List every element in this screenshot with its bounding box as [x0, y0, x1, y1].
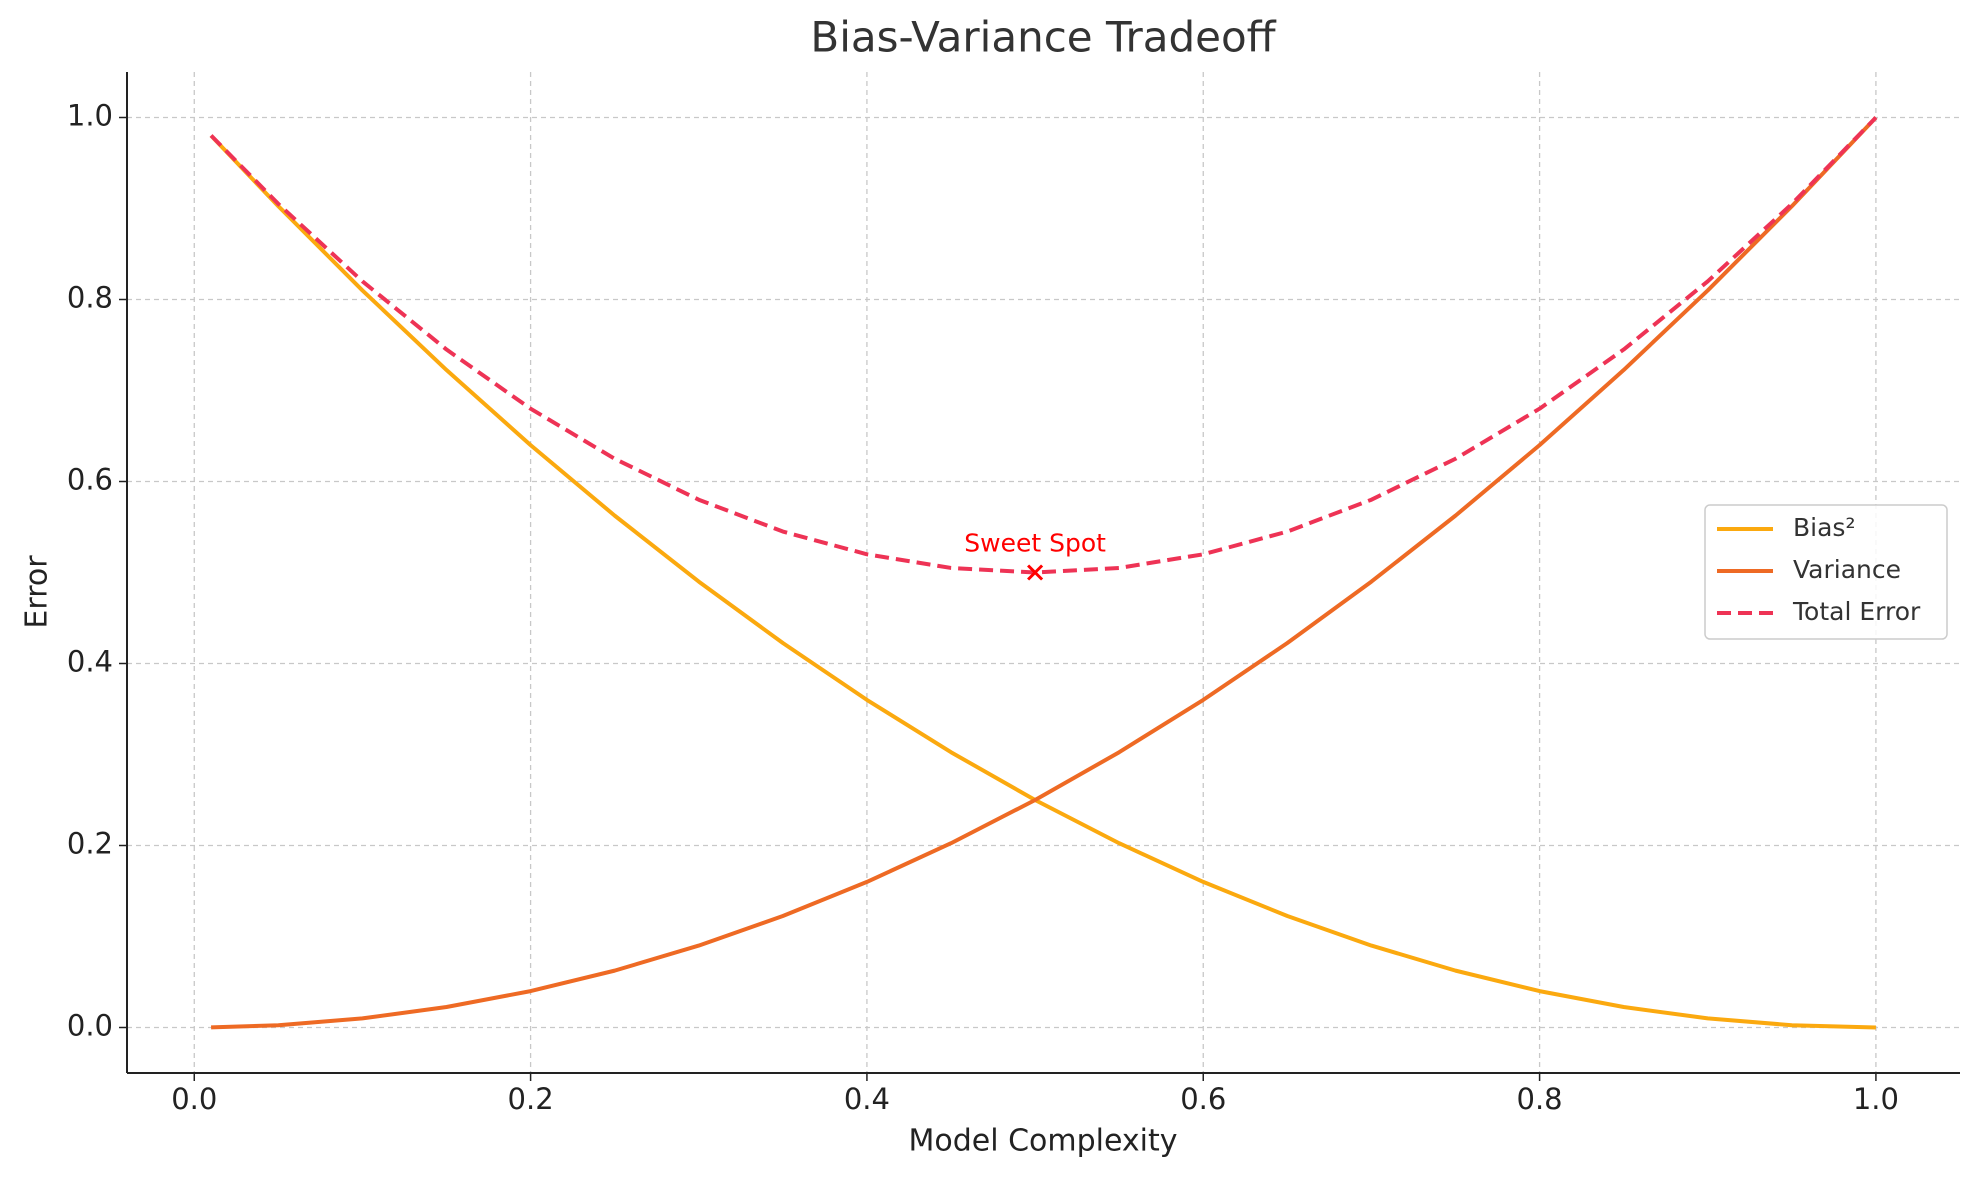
- y-axis-label: Error: [20, 555, 55, 629]
- x-tick-label: 0.6: [1180, 1082, 1226, 1116]
- x-tick-label: 0.8: [1517, 1082, 1563, 1116]
- chart-title: Bias-Variance Tradeoff: [810, 13, 1276, 62]
- x-axis-label: Model Complexity: [908, 1124, 1177, 1159]
- series-line: [209, 134, 1876, 1030]
- legend-label: Total Error: [1792, 597, 1921, 626]
- y-tick-label: 0.6: [67, 463, 113, 497]
- legend-frame: [1704, 504, 1948, 640]
- annotation-marker: [1027, 564, 1044, 581]
- x-tick-label: 0.4: [844, 1082, 890, 1116]
- y-tick-label: 0.0: [67, 1009, 113, 1043]
- legend-label: Variance: [1793, 555, 1901, 584]
- x-tick-label: 1.0: [1853, 1082, 1899, 1116]
- x-tick-label: 0.2: [508, 1082, 554, 1116]
- series-line: [209, 116, 1878, 575]
- legend: Bias² Variance Total Error: [1704, 504, 1948, 640]
- y-tick-label: 1.0: [67, 99, 113, 133]
- series-line: [211, 116, 1878, 1030]
- y-tick-label: 0.2: [67, 827, 113, 861]
- annotation-text: Sweet Spot: [964, 529, 1106, 558]
- y-tick-label: 0.8: [67, 281, 113, 315]
- x-tick-label: 0.0: [171, 1082, 217, 1116]
- legend-label: Bias²: [1793, 513, 1855, 542]
- y-tick-label: 0.4: [67, 645, 113, 679]
